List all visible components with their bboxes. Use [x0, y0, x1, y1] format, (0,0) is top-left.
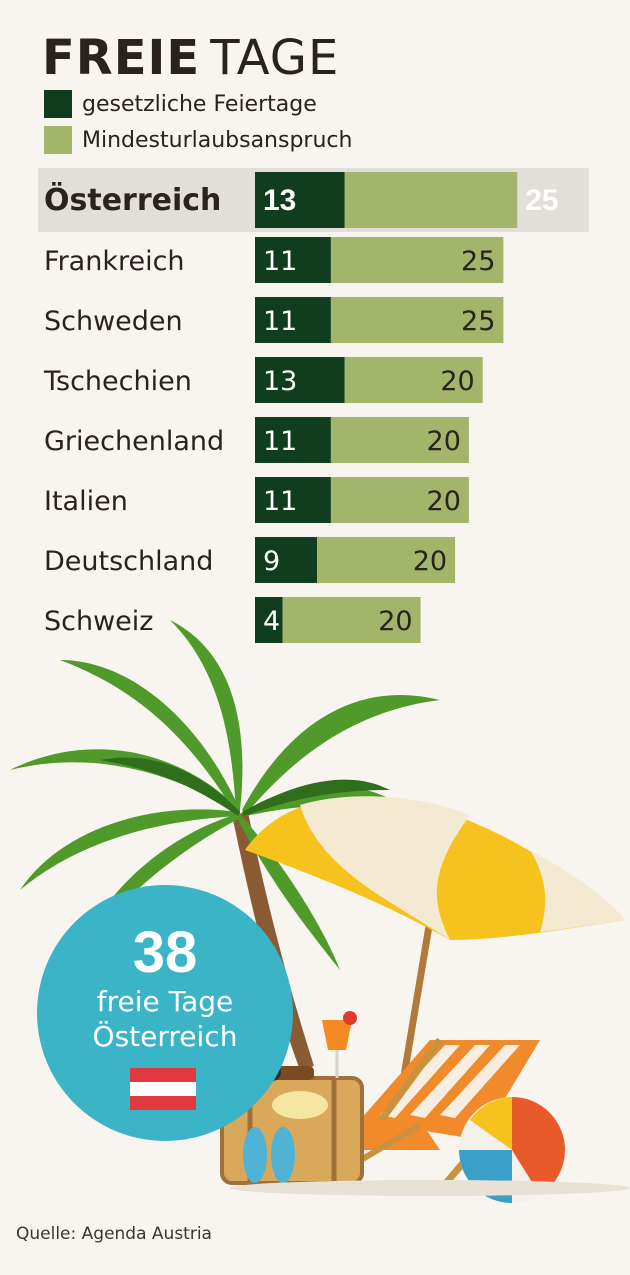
title-bold: FREIE: [42, 30, 201, 86]
value-label-urlaub: 20: [440, 366, 474, 397]
beach-illustration: 38 freie Tage Österreich: [10, 620, 630, 1203]
bar-urlaub: [317, 537, 456, 583]
value-label-feiertage: 9: [263, 546, 280, 577]
value-label-feiertage: 11: [263, 306, 297, 337]
bar-urlaub: [344, 172, 518, 228]
bar-feiertage: [255, 297, 331, 343]
flip-flop-icon: [271, 1127, 295, 1183]
bar-feiertage: [255, 357, 345, 403]
category-label: Tschechien: [43, 366, 192, 397]
badge-line2: Österreich: [93, 1019, 238, 1053]
category-label: Deutschland: [44, 546, 213, 577]
cocktail-icon: [322, 1011, 357, 1078]
value-label-urlaub: 25: [525, 184, 558, 217]
bar-feiertage: [255, 417, 331, 463]
chart-title: FREIE TAGE: [42, 30, 339, 86]
value-label-urlaub: 20: [427, 426, 461, 457]
value-label-urlaub: 25: [461, 246, 495, 277]
bar-feiertage: [255, 172, 345, 228]
source-note: Quelle: Agenda Austria: [16, 1224, 212, 1244]
category-label: Schweiz: [44, 606, 153, 637]
legend-swatch-urlaub: [44, 126, 72, 154]
bar-urlaub: [344, 357, 483, 403]
value-label-feiertage: 11: [263, 426, 297, 457]
value-label-feiertage: 11: [263, 246, 297, 277]
bar-urlaub: [330, 477, 469, 523]
bar-feiertage: [255, 237, 331, 283]
legend-item-feiertage: gesetzliche Feiertage: [44, 90, 317, 118]
legend-label-feiertage: gesetzliche Feiertage: [82, 91, 317, 117]
value-label-feiertage: 13: [263, 184, 296, 217]
category-label: Österreich: [44, 181, 221, 218]
legend-label-urlaub: Mindesturlaubsanspruch: [82, 127, 353, 153]
bar-feiertage: [255, 597, 283, 643]
palm-leaves-dark: [100, 757, 390, 816]
category-label: Italien: [44, 486, 128, 517]
legend-item-urlaub: Mindesturlaubsanspruch: [44, 126, 352, 154]
value-label-urlaub: 20: [413, 546, 447, 577]
category-label: Griechenland: [44, 426, 224, 457]
total-badge: [37, 885, 293, 1141]
bar-urlaub: [282, 597, 421, 643]
value-label-feiertage: 13: [263, 366, 297, 397]
legend-swatch-feiertage: [44, 90, 72, 118]
bar-feiertage: [255, 477, 331, 523]
palm-trunk: [232, 812, 314, 1070]
category-label: Frankreich: [44, 246, 185, 277]
value-label-urlaub: 20: [378, 606, 412, 637]
flip-flop-icon: [243, 1127, 267, 1183]
bar-feiertage: [255, 537, 318, 583]
bar-urlaub: [330, 417, 469, 463]
badge-line1: freie Tage: [97, 985, 234, 1018]
bar-urlaub: [330, 237, 504, 283]
value-label-feiertage: 11: [263, 486, 297, 517]
category-label: Schweden: [44, 306, 183, 337]
title-regular: TAGE: [210, 30, 340, 86]
value-label-urlaub: 25: [461, 306, 495, 337]
value-label-feiertage: 4: [263, 606, 280, 637]
bar-chart: Österreich 13 25 Frankreich 11 25 Schweden 11 25…: [38, 168, 589, 643]
austria-flag-icon: [130, 1068, 196, 1110]
value-label-urlaub: 20: [427, 486, 461, 517]
bar-urlaub: [330, 297, 504, 343]
badge-number: 38: [133, 920, 198, 985]
